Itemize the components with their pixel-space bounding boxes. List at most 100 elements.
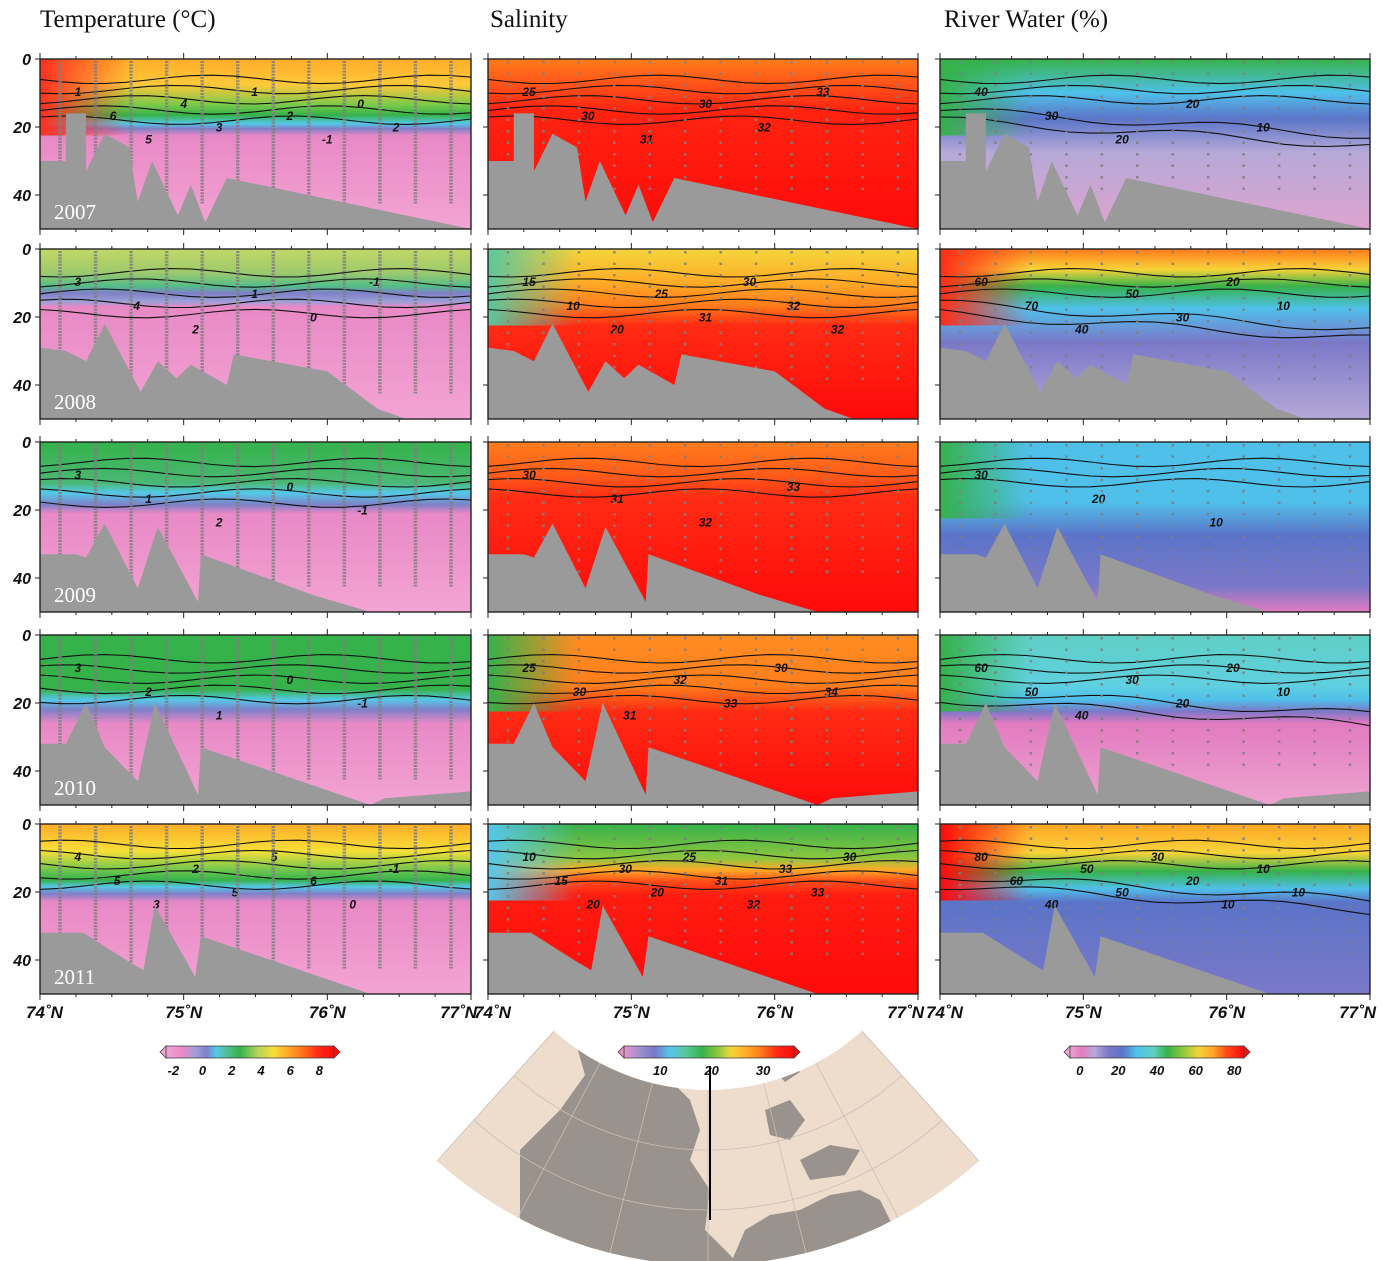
coastal-water-r-2008: [940, 249, 1091, 326]
contour-label: 70: [1025, 299, 1039, 313]
contour-line: [39, 860, 472, 870]
contour-label: 4: [132, 299, 140, 313]
contour-label: 0: [349, 898, 356, 912]
contour-line: [939, 308, 1371, 339]
contour-line: [39, 694, 472, 705]
colorbar-tick-label: 80: [1227, 1063, 1242, 1078]
contour-label: 80: [974, 850, 988, 864]
contour-line: [939, 849, 1371, 860]
contour-line: [39, 467, 472, 478]
contour-line: [487, 684, 919, 695]
contour-line: [939, 95, 1371, 105]
contour-line: [487, 115, 919, 125]
y-tick-label: 40: [12, 188, 31, 205]
map-graticule: [473, 1119, 943, 1211]
colorbar-ramp: [623, 1045, 795, 1059]
contour-line: [39, 674, 472, 684]
contour-label: 10: [567, 299, 581, 313]
contour-label: 30: [699, 97, 713, 111]
contour-label: 25: [682, 850, 697, 864]
contour-line: [487, 298, 919, 309]
contour-label: 6: [110, 109, 117, 123]
inset-map: [436, 1030, 980, 1261]
contour-line: [39, 478, 472, 488]
contour-line: [487, 288, 919, 298]
contour-label: 31: [699, 311, 713, 325]
colorbar-tick-label: 4: [256, 1063, 265, 1078]
contour-label: 30: [1045, 109, 1059, 123]
colorbar-min-arrow: [159, 1045, 167, 1059]
contour-label: 20: [586, 898, 601, 912]
contour-label: 30: [1151, 850, 1165, 864]
contour-label: 5: [145, 133, 152, 147]
contour-label: 25: [654, 287, 669, 301]
colorbar-tick-label: 0: [1076, 1063, 1084, 1078]
colorbar-min-arrow: [1063, 1045, 1071, 1059]
colorbar-tick-label: 8: [316, 1063, 324, 1078]
map-land-west: [520, 1030, 740, 1261]
contour-line: [39, 880, 472, 890]
contour-line: [39, 684, 472, 695]
map-graticule: [763, 1083, 807, 1254]
contour-line: [487, 105, 919, 115]
panel-r-2007: 40 30 20 20 10: [935, 53, 1371, 235]
y-tick-label: 40: [12, 953, 31, 970]
map-graticule: [861, 1030, 980, 1162]
bathymetry-2008: [488, 323, 918, 419]
contour-label: 20: [1114, 133, 1129, 147]
contour-label: 32: [747, 898, 761, 912]
x-tick-label: 77˚N: [440, 1003, 478, 1022]
contour-label: 0: [310, 311, 317, 325]
contour-label: 5: [232, 886, 239, 900]
contour-line: [487, 694, 919, 705]
bathymetry-2007: [940, 113, 1370, 229]
contour-label: 20: [1225, 275, 1240, 289]
contour-label: 1: [251, 287, 258, 301]
contour-line: [939, 877, 1371, 902]
contour-line: [39, 308, 472, 319]
contour-line: [487, 84, 919, 95]
y-tick-label: 0: [22, 242, 31, 259]
title-river-water: River Water (%): [944, 6, 1109, 33]
title-temperature: Temperature (°C): [40, 6, 216, 33]
contour-label: 30: [974, 468, 988, 482]
coastal-water-r-2009: [940, 442, 1091, 519]
contour-label: 40: [1074, 709, 1089, 723]
contour-label: 31: [623, 709, 637, 723]
colorbar-tick-label: 60: [1188, 1063, 1203, 1078]
contour-label: 30: [774, 661, 788, 675]
colorbar-min-arrow: [617, 1045, 625, 1059]
contour-label: 33: [811, 886, 825, 900]
y-tick-label: 20: [12, 696, 31, 713]
y-tick-label: 20: [12, 120, 31, 137]
y-tick-label: 0: [22, 435, 31, 452]
contour-label: 3: [153, 898, 160, 912]
contour-line: [39, 839, 472, 850]
colorbar-ramp: [1069, 1045, 1245, 1059]
y-tick-label: 0: [22, 52, 31, 69]
contour-line: [939, 860, 1371, 870]
bathymetry-2011: [40, 905, 471, 994]
contour-line: [487, 674, 919, 684]
contour-label: 60: [974, 661, 988, 675]
contour-line: [487, 74, 919, 85]
contour-line: [939, 108, 1370, 139]
contour-line: [487, 278, 919, 288]
contour-line: [39, 654, 472, 664]
contour-label: 5: [271, 850, 278, 864]
contour-label: -1: [389, 862, 400, 876]
coastal-water-s-2011: [488, 824, 639, 901]
contour-label: 5: [114, 874, 121, 888]
colorbar-tick-label: 0: [199, 1063, 207, 1078]
contour-line: [487, 95, 919, 105]
bathymetry-2010: [488, 703, 918, 805]
bathymetry-2011: [940, 905, 1370, 994]
contour-line: [39, 278, 472, 288]
contour-line: [487, 870, 919, 880]
contour-label: -1: [322, 133, 333, 147]
contour-label: 1: [145, 492, 152, 506]
contour-line: [487, 457, 919, 468]
